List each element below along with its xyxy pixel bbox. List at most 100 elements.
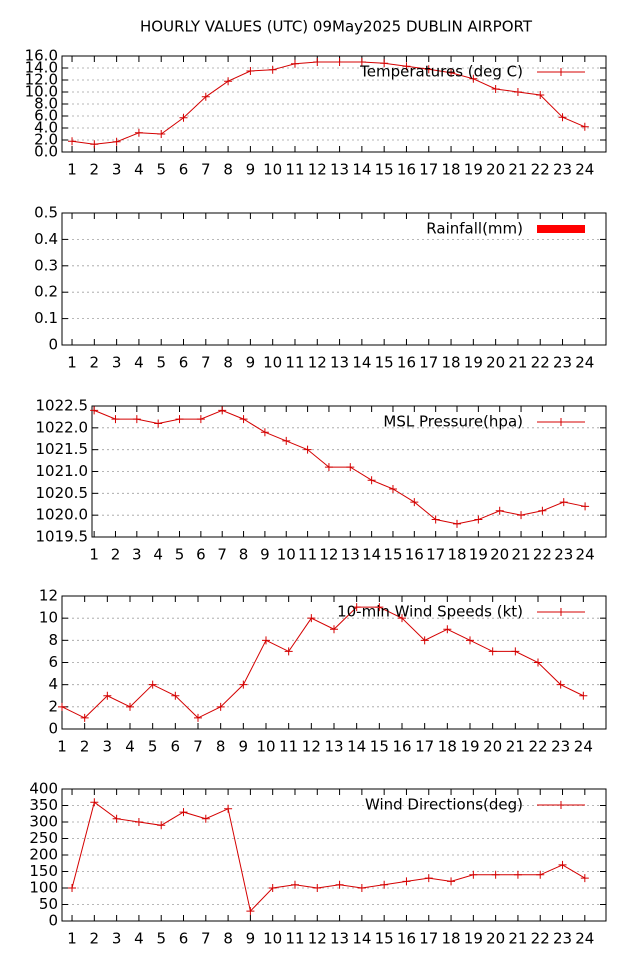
x-tick-label: 1 — [67, 930, 77, 948]
x-tick-label: 12 — [308, 930, 327, 948]
x-tick-label: 6 — [179, 354, 189, 372]
y-tick-label: 4.0 — [34, 119, 58, 137]
x-tick-label: 14 — [352, 354, 371, 372]
y-tick-label: 0.3 — [34, 256, 58, 274]
y-tick-label: 400 — [29, 780, 58, 798]
x-tick-label: 21 — [506, 738, 525, 756]
data-point — [68, 137, 77, 146]
x-tick-label: 15 — [375, 354, 394, 372]
plot-frame — [61, 788, 607, 922]
x-tick-label: 14 — [352, 930, 371, 948]
y-tick-label: 1022.5 — [36, 397, 89, 415]
data-point — [201, 814, 210, 823]
y-tick-label: 1020.0 — [36, 506, 89, 524]
x-tick-label: 20 — [486, 930, 505, 948]
data-point — [303, 445, 312, 454]
x-tick-label: 16 — [392, 738, 411, 756]
data-point — [196, 415, 205, 424]
data-point — [90, 406, 99, 415]
data-point — [410, 498, 419, 507]
x-tick-label: 13 — [324, 738, 343, 756]
x-tick-label: 2 — [90, 354, 100, 372]
x-tick-label: 17 — [415, 738, 434, 756]
x-tick-label: 10 — [263, 161, 282, 179]
x-tick-label: 18 — [442, 161, 461, 179]
legend-label: MSL Pressure(hpa) — [383, 413, 523, 431]
data-point — [558, 860, 567, 869]
data-point — [380, 880, 389, 889]
y-tick-label: 1021.0 — [36, 462, 89, 480]
y-tick-label: 1022.0 — [36, 418, 89, 436]
data-point — [307, 614, 316, 623]
data-point — [495, 506, 504, 515]
x-tick-label: 16 — [405, 546, 424, 564]
data-point — [581, 502, 590, 511]
x-tick-label: 13 — [330, 161, 349, 179]
data-point — [132, 415, 141, 424]
x-tick-label: 5 — [148, 738, 158, 756]
data-point — [447, 68, 456, 77]
x-tick-label: 14 — [362, 546, 381, 564]
x-tick-label: 22 — [531, 354, 550, 372]
x-tick-label: 2 — [90, 161, 100, 179]
x-tick-label: 10 — [256, 738, 275, 756]
plot-frame — [91, 405, 607, 538]
y-tick-label: 0.2 — [34, 283, 58, 301]
y-tick-label: 0.5 — [34, 204, 58, 222]
data-point — [517, 511, 526, 520]
x-tick-label: 24 — [575, 930, 594, 948]
data-point — [171, 691, 180, 700]
y-tick-label: 0 — [48, 720, 58, 738]
legend-label: Rainfall(mm) — [426, 220, 523, 238]
data-point — [513, 870, 522, 879]
x-tick-label: 22 — [533, 546, 552, 564]
y-tick-label: 2 — [48, 697, 58, 715]
x-tick-label: 12 — [302, 738, 321, 756]
y-tick-label: 0 — [48, 336, 58, 354]
x-tick-label: 9 — [239, 738, 249, 756]
y-tick-label: 6 — [48, 653, 58, 671]
x-tick-label: 5 — [175, 546, 185, 564]
x-tick-label: 17 — [419, 930, 438, 948]
data-point — [268, 884, 277, 892]
x-tick-label: 3 — [132, 546, 142, 564]
x-tick-label: 8 — [239, 546, 249, 564]
plot-frame — [61, 55, 607, 153]
data-point — [330, 625, 338, 634]
y-tick-label: 100 — [29, 879, 58, 897]
data-point — [513, 88, 522, 96]
x-tick-label: 4 — [134, 930, 144, 948]
x-tick-label: 9 — [260, 546, 270, 564]
x-tick-label: 15 — [370, 738, 389, 756]
x-tick-label: 20 — [490, 546, 509, 564]
x-tick-label: 3 — [112, 161, 122, 179]
data-point — [246, 907, 255, 916]
data-point — [194, 713, 202, 722]
x-tick-label: 15 — [375, 161, 394, 179]
y-tick-label: 10.0 — [25, 83, 58, 101]
x-tick-label: 24 — [574, 738, 593, 756]
x-tick-label: 4 — [153, 546, 163, 564]
data-point — [134, 128, 143, 137]
x-tick-label: 2 — [80, 738, 90, 756]
y-tick-label: 1020.5 — [36, 484, 89, 502]
y-tick-label: 0.4 — [34, 230, 58, 248]
x-tick-label: 14 — [347, 738, 366, 756]
data-point — [179, 808, 188, 817]
x-tick-label: 9 — [246, 930, 256, 948]
data-point — [218, 406, 227, 415]
x-tick-label: 13 — [341, 546, 360, 564]
x-tick-label: 5 — [156, 354, 166, 372]
data-point — [357, 884, 366, 892]
data-point — [447, 877, 456, 886]
x-tick-label: 4 — [134, 354, 144, 372]
x-tick-label: 4 — [134, 161, 144, 179]
data-point — [420, 636, 429, 645]
data-point — [246, 67, 255, 75]
data-point — [157, 130, 166, 138]
x-tick-label: 19 — [460, 738, 479, 756]
x-tick-label: 6 — [179, 161, 189, 179]
data-point — [511, 647, 520, 656]
x-tick-label: 17 — [426, 546, 445, 564]
